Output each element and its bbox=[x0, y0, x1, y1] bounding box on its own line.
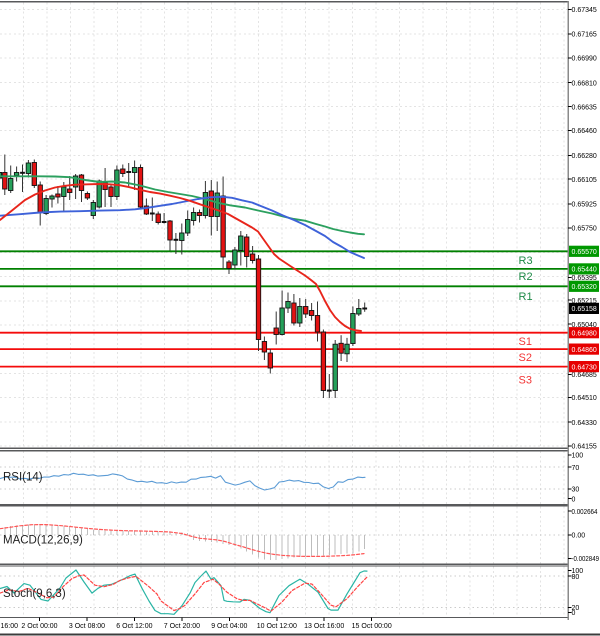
svg-text:70: 70 bbox=[572, 465, 580, 472]
svg-text:0.65158: 0.65158 bbox=[572, 306, 597, 313]
svg-text:0.002664: 0.002664 bbox=[572, 509, 598, 516]
svg-text:30: 30 bbox=[572, 486, 580, 493]
svg-text:0.66990: 0.66990 bbox=[572, 56, 597, 63]
svg-text:0.67345: 0.67345 bbox=[572, 7, 597, 14]
svg-text:0.65040: 0.65040 bbox=[572, 322, 597, 329]
svg-text:0.65925: 0.65925 bbox=[572, 202, 597, 209]
svg-text:0.64510: 0.64510 bbox=[572, 395, 597, 402]
svg-text:9 Oct 04:00: 9 Oct 04:00 bbox=[211, 623, 247, 630]
svg-text:0.65320: 0.65320 bbox=[572, 284, 597, 291]
svg-text:0.64685: 0.64685 bbox=[572, 372, 597, 379]
svg-text:0.65215: 0.65215 bbox=[572, 298, 597, 305]
svg-text:0: 0 bbox=[572, 610, 576, 617]
svg-text:6 Oct 12:00: 6 Oct 12:00 bbox=[116, 623, 152, 630]
svg-text:100: 100 bbox=[572, 453, 584, 460]
svg-text:20: 20 bbox=[572, 605, 580, 612]
svg-text:S1: S1 bbox=[519, 336, 532, 348]
svg-text:13 Oct 16:00: 13 Oct 16:00 bbox=[304, 623, 344, 630]
svg-text:0.66280: 0.66280 bbox=[572, 153, 597, 160]
svg-text:0.64155: 0.64155 bbox=[572, 444, 597, 451]
svg-text:R3: R3 bbox=[519, 255, 533, 267]
svg-text:16:00: 16:00 bbox=[1, 623, 19, 630]
svg-text:0.66635: 0.66635 bbox=[572, 104, 597, 111]
svg-text:0.00: 0.00 bbox=[572, 533, 586, 540]
svg-text:-0.002849: -0.002849 bbox=[572, 556, 600, 563]
svg-text:R2: R2 bbox=[519, 271, 533, 283]
svg-text:0.64980: 0.64980 bbox=[572, 330, 597, 337]
svg-text:10 Oct 12:00: 10 Oct 12:00 bbox=[257, 623, 297, 630]
svg-text:80: 80 bbox=[572, 574, 580, 581]
svg-text:0: 0 bbox=[572, 496, 576, 503]
svg-text:R1: R1 bbox=[519, 291, 533, 303]
svg-text:Stoch(9,6,3): Stoch(9,6,3) bbox=[3, 588, 66, 600]
svg-text:0.67165: 0.67165 bbox=[572, 32, 597, 39]
svg-text:0.65570: 0.65570 bbox=[572, 249, 597, 256]
svg-text:0.66460: 0.66460 bbox=[572, 128, 597, 135]
svg-text:0.66810: 0.66810 bbox=[572, 80, 597, 87]
svg-text:0.66105: 0.66105 bbox=[572, 177, 597, 184]
svg-text:0.64730: 0.64730 bbox=[572, 364, 597, 371]
svg-text:S3: S3 bbox=[519, 375, 532, 387]
svg-text:0.65395: 0.65395 bbox=[572, 275, 597, 282]
svg-text:3 Oct 08:00: 3 Oct 08:00 bbox=[69, 623, 105, 630]
svg-text:0.64860: 0.64860 bbox=[572, 347, 597, 354]
svg-text:100: 100 bbox=[572, 568, 584, 575]
svg-text:0.64330: 0.64330 bbox=[572, 420, 597, 427]
svg-text:0.65750: 0.65750 bbox=[572, 225, 597, 232]
svg-text:7 Oct 20:00: 7 Oct 20:00 bbox=[164, 623, 200, 630]
svg-text:2 Oct 00:00: 2 Oct 00:00 bbox=[21, 623, 57, 630]
svg-text:15 Oct 00:00: 15 Oct 00:00 bbox=[352, 623, 392, 630]
svg-text:MACD(12,26,9): MACD(12,26,9) bbox=[3, 535, 83, 547]
svg-text:RSI(14): RSI(14) bbox=[3, 472, 43, 484]
svg-text:0.65440: 0.65440 bbox=[572, 267, 597, 274]
svg-text:S2: S2 bbox=[519, 352, 532, 364]
